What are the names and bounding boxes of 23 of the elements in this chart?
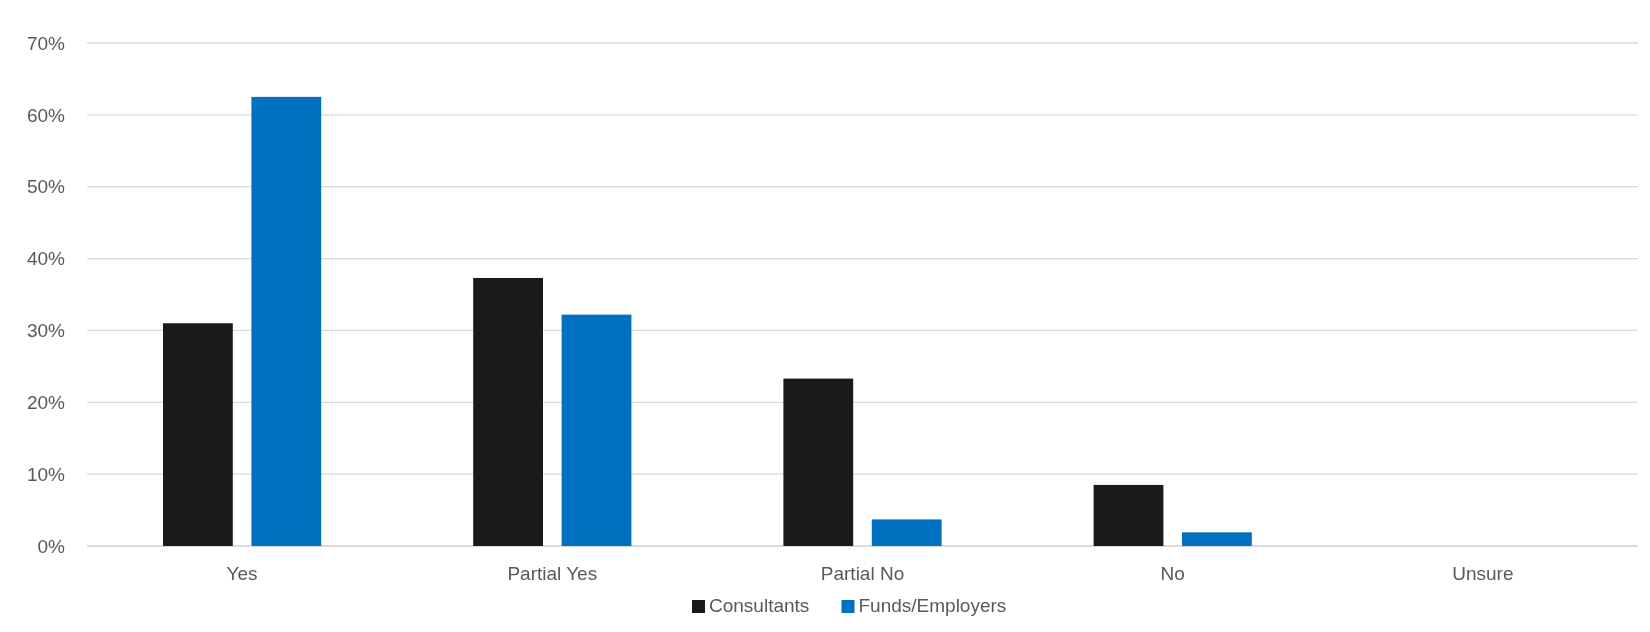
legend-label: Funds/Employers xyxy=(858,595,1007,616)
bar xyxy=(561,314,632,546)
x-tick-label: No xyxy=(1160,563,1185,584)
y-tick-label: 40% xyxy=(26,248,66,270)
bar xyxy=(871,519,942,546)
y-tick-label: 10% xyxy=(26,463,66,485)
bar xyxy=(783,378,854,546)
bar xyxy=(473,277,543,546)
bar xyxy=(1182,532,1252,546)
y-tick-label: 0% xyxy=(37,535,66,557)
x-tick-label: Partial Yes xyxy=(507,563,598,584)
bar xyxy=(1093,484,1164,546)
y-tick-label: 20% xyxy=(26,391,66,413)
bar xyxy=(163,323,233,546)
y-tick-label: 60% xyxy=(26,104,66,126)
x-tick-label: Yes xyxy=(226,563,258,584)
legend-label: Consultants xyxy=(709,595,810,616)
x-tick-label: Unsure xyxy=(1452,563,1514,584)
y-tick-label: 70% xyxy=(26,32,66,54)
bar xyxy=(251,96,322,546)
x-tick-label: Partial No xyxy=(820,563,905,584)
y-tick-label: 50% xyxy=(26,176,66,198)
y-tick-label: 30% xyxy=(26,320,66,342)
